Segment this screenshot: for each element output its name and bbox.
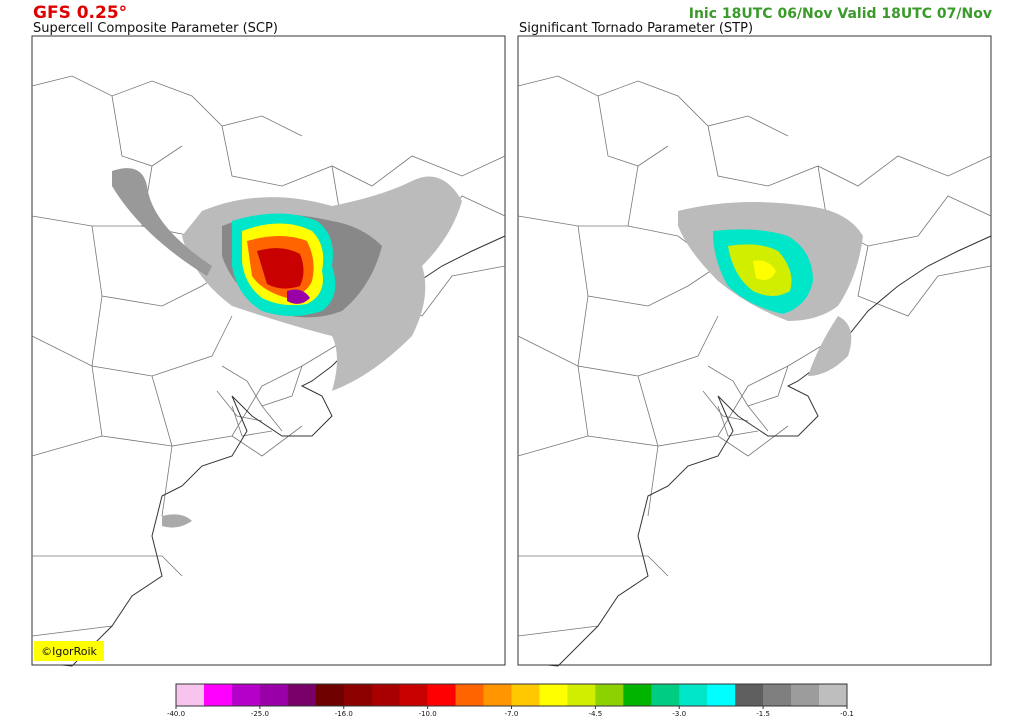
colorbar-swatch [511,684,540,706]
field [678,202,863,376]
panel-title: Significant Tornado Parameter (STP) [519,21,753,36]
map-panel [517,35,992,667]
colorbar-swatch [651,684,680,706]
colorbar-tick-label: -7.0 [505,710,519,718]
credit-box [34,641,104,661]
colorbar-swatch [203,684,233,706]
colorbar-tick-label: -40.0 [167,710,185,718]
colorbar-tick-label: -0.1 [840,710,854,718]
field [112,168,462,528]
colorbar-swatch [399,684,428,706]
colorbar-swatch [539,684,568,706]
colorbar-tick-label: -4.5 [589,710,603,718]
colorbar-swatch [343,684,373,706]
colorbar-swatch [791,684,820,706]
panel-title: Supercell Composite Parameter (SCP) [33,21,278,36]
colorbar-swatch [735,684,764,706]
colorbar-tick-label: -3.0 [672,710,686,718]
colorbar-swatch [259,684,289,706]
colorbar: -40.0 -25.0 -16.0 -10.0 -7.0 -4.5 -3.0 -1.5 -0.1 [167,683,854,718]
run-info: Inic 18UTC 06/Nov Valid 18UTC 07/Nov [689,6,992,22]
colorbar-tick-label: -25.0 [251,710,269,718]
colorbar-tick-label: -16.0 [335,710,353,718]
colorbar-swatch [455,684,484,706]
credit: ©IgorRoik [41,645,97,658]
colorbar-swatch [371,684,400,706]
colorbar-tick-label: -1.5 [756,710,770,718]
colorbar-swatch [315,684,345,706]
colorbar-swatch [595,684,624,706]
colorbar-swatch [567,684,596,706]
colorbar-swatch [623,684,652,706]
colorbar-swatch [287,684,317,706]
colorbar-tick-label: -10.0 [419,710,437,718]
colorbar-swatch [176,684,205,706]
panel-frame [31,35,506,666]
colorbar-swatch [231,684,261,706]
colorbar-swatch [483,684,512,706]
colorbar-swatch [427,684,456,706]
colorbar-swatch [819,684,848,706]
map-panel: ©IgorRoik [31,35,506,667]
colorbar-swatch [679,684,708,706]
colorbar-swatch [763,684,792,706]
title: GFS 0.25° [33,3,127,23]
panel-frame [517,35,992,666]
colorbar-swatch [707,684,736,706]
